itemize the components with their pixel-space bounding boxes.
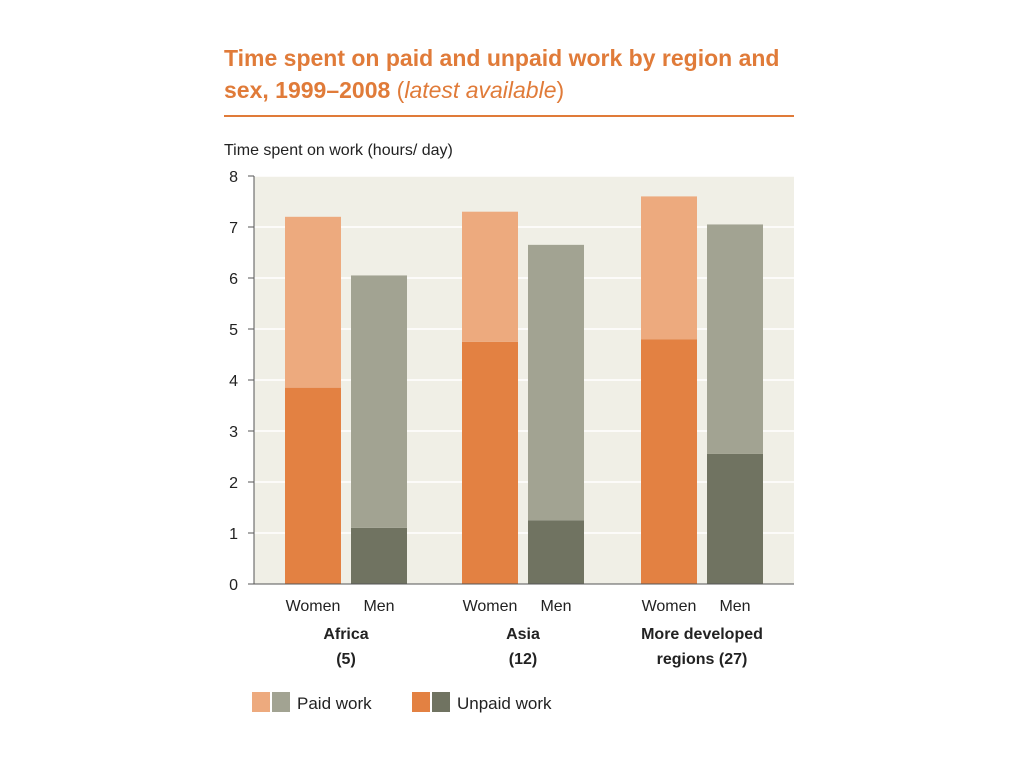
x-group-label: Africa [323,626,368,643]
title-paren-open: ( [396,77,405,103]
legend-swatch [272,692,290,712]
chart-title: Time spent on paid and unpaid work by re… [224,42,804,106]
legend-label: Paid work [297,694,372,713]
y-tick-label: 7 [229,220,238,237]
x-group-label: Asia [506,626,540,643]
y-tick-label: 1 [229,526,238,543]
y-tick-label: 0 [229,577,238,594]
y-tick-label: 6 [229,271,238,288]
bar-paid-women [462,211,518,342]
bar-unpaid-women [641,339,697,584]
y-tick-label: 5 [229,322,238,339]
x-category-label: Men [719,598,750,615]
bar-paid-women [641,196,697,340]
x-category-label: Men [363,598,394,615]
bar-paid-men [528,244,584,521]
bar-unpaid-men [528,520,584,584]
x-category-label: Women [463,598,518,615]
title-paren-close: ) [556,77,565,103]
x-category-label: Men [540,598,571,615]
bar-unpaid-women [285,387,341,584]
legend-swatch [412,692,430,712]
legend-label: Unpaid work [457,694,552,713]
x-category-label: Women [642,598,697,615]
chart-title-text: Time spent on paid and unpaid work by re… [224,45,780,103]
chart-title-italic: latest available [404,77,557,103]
bar-paid-men [707,224,763,454]
x-group-label: More developed [641,626,763,643]
bar-unpaid-men [707,453,763,584]
bar-unpaid-women [462,341,518,584]
x-category-label: Women [286,598,341,615]
x-group-label: (5) [336,651,356,668]
legend-swatch [432,692,450,712]
bar-paid-men [351,275,407,528]
y-tick-label: 8 [229,169,238,186]
bar-paid-women [285,216,341,388]
bar-unpaid-men [351,527,407,584]
y-tick-label: 2 [229,475,238,492]
legend-swatch [252,692,270,712]
x-group-label: (12) [509,651,537,668]
y-tick-label: 3 [229,424,238,441]
title-rule [224,115,794,117]
y-tick-label: 4 [229,373,238,390]
y-axis-label: Time spent on work (hours/ day) [224,142,453,159]
x-group-label: regions (27) [657,651,748,668]
